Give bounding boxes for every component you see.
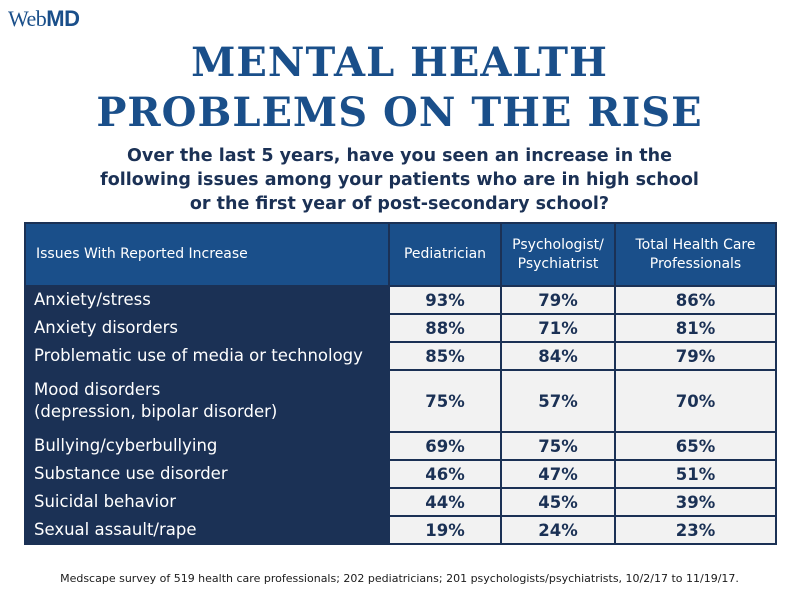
pediatrician-cell: 19% — [388, 515, 502, 545]
pediatrician-cell: 93% — [388, 285, 502, 315]
psych-cell: 24% — [500, 515, 616, 545]
total-cell: 65% — [614, 431, 777, 461]
total-cell: 51% — [614, 459, 777, 489]
total-cell: 70% — [614, 369, 777, 433]
question-line-2: following issues among your patients who… — [100, 170, 699, 190]
issue-line-1: Mood disorders — [34, 380, 161, 399]
table-row: Problematic use of media or technology 8… — [24, 341, 777, 371]
issue-cell: Bullying/cyberbullying — [24, 431, 390, 461]
table-row: Substance use disorder 46% 47% 51% — [24, 459, 777, 489]
psych-cell: 47% — [500, 459, 616, 489]
psych-cell: 75% — [500, 431, 616, 461]
table-row: Bullying/cyberbullying 69% 75% 65% — [24, 431, 777, 461]
issue-cell: Sexual assault/rape — [24, 515, 390, 545]
psych-cell: 57% — [500, 369, 616, 433]
pediatrician-cell: 88% — [388, 313, 502, 343]
headline-line-1: MENTAL HEALTH — [191, 39, 608, 86]
question-line-1: Over the last 5 years, have you seen an … — [127, 146, 672, 166]
table-row: Anxiety/stress 93% 79% 86% — [24, 285, 777, 315]
issue-cell: Mood disorders (depression, bipolar diso… — [24, 369, 390, 433]
header-pediatrician: Pediatrician — [388, 222, 502, 287]
total-cell: 79% — [614, 341, 777, 371]
logo-web: Web — [8, 6, 47, 31]
total-cell: 23% — [614, 515, 777, 545]
table-row: Sexual assault/rape 19% 24% 23% — [24, 515, 777, 545]
header-psychologist: Psychologist/ Psychiatrist — [500, 222, 616, 287]
table-row: Mood disorders (depression, bipolar diso… — [24, 369, 777, 433]
total-cell: 39% — [614, 487, 777, 517]
header-total: Total Health Care Professionals — [614, 222, 777, 287]
psych-cell: 84% — [500, 341, 616, 371]
pediatrician-cell: 69% — [388, 431, 502, 461]
issue-cell: Problematic use of media or technology — [24, 341, 390, 371]
header-total-line-2: Professionals — [649, 255, 742, 272]
table-header-row: Issues With Reported Increase Pediatrici… — [24, 222, 777, 287]
logo-md: MD — [46, 6, 80, 31]
issue-cell: Anxiety/stress — [24, 285, 390, 315]
pediatrician-cell: 46% — [388, 459, 502, 489]
survey-results-table: Issues With Reported Increase Pediatrici… — [24, 222, 777, 545]
headline-line-2: PROBLEMS ON THE RISE — [96, 89, 703, 136]
issue-line-2: (depression, bipolar disorder) — [34, 402, 278, 421]
psych-cell: 79% — [500, 285, 616, 315]
webmd-logo[interactable]: WebMD — [8, 6, 80, 32]
table-row: Suicidal behavior 44% 45% 39% — [24, 487, 777, 517]
question-line-3: or the first year of post-secondary scho… — [189, 194, 610, 214]
pediatrician-cell: 85% — [388, 341, 502, 371]
source-footnote: Medscape survey of 519 health care profe… — [60, 572, 739, 585]
pediatrician-cell: 44% — [388, 487, 502, 517]
header-psych-line-2: Psychiatrist — [517, 255, 599, 272]
total-cell: 86% — [614, 285, 777, 315]
survey-question: Over the last 5 years, have you seen an … — [0, 144, 799, 216]
table-row: Anxiety disorders 88% 71% 81% — [24, 313, 777, 343]
issue-cell: Anxiety disorders — [24, 313, 390, 343]
issue-cell: Suicidal behavior — [24, 487, 390, 517]
total-cell: 81% — [614, 313, 777, 343]
header-issue: Issues With Reported Increase — [24, 222, 390, 287]
header-psych-line-1: Psychologist/ — [512, 236, 604, 253]
psych-cell: 45% — [500, 487, 616, 517]
pediatrician-cell: 75% — [388, 369, 502, 433]
issue-cell: Substance use disorder — [24, 459, 390, 489]
header-total-line-1: Total Health Care — [635, 236, 756, 253]
psych-cell: 71% — [500, 313, 616, 343]
